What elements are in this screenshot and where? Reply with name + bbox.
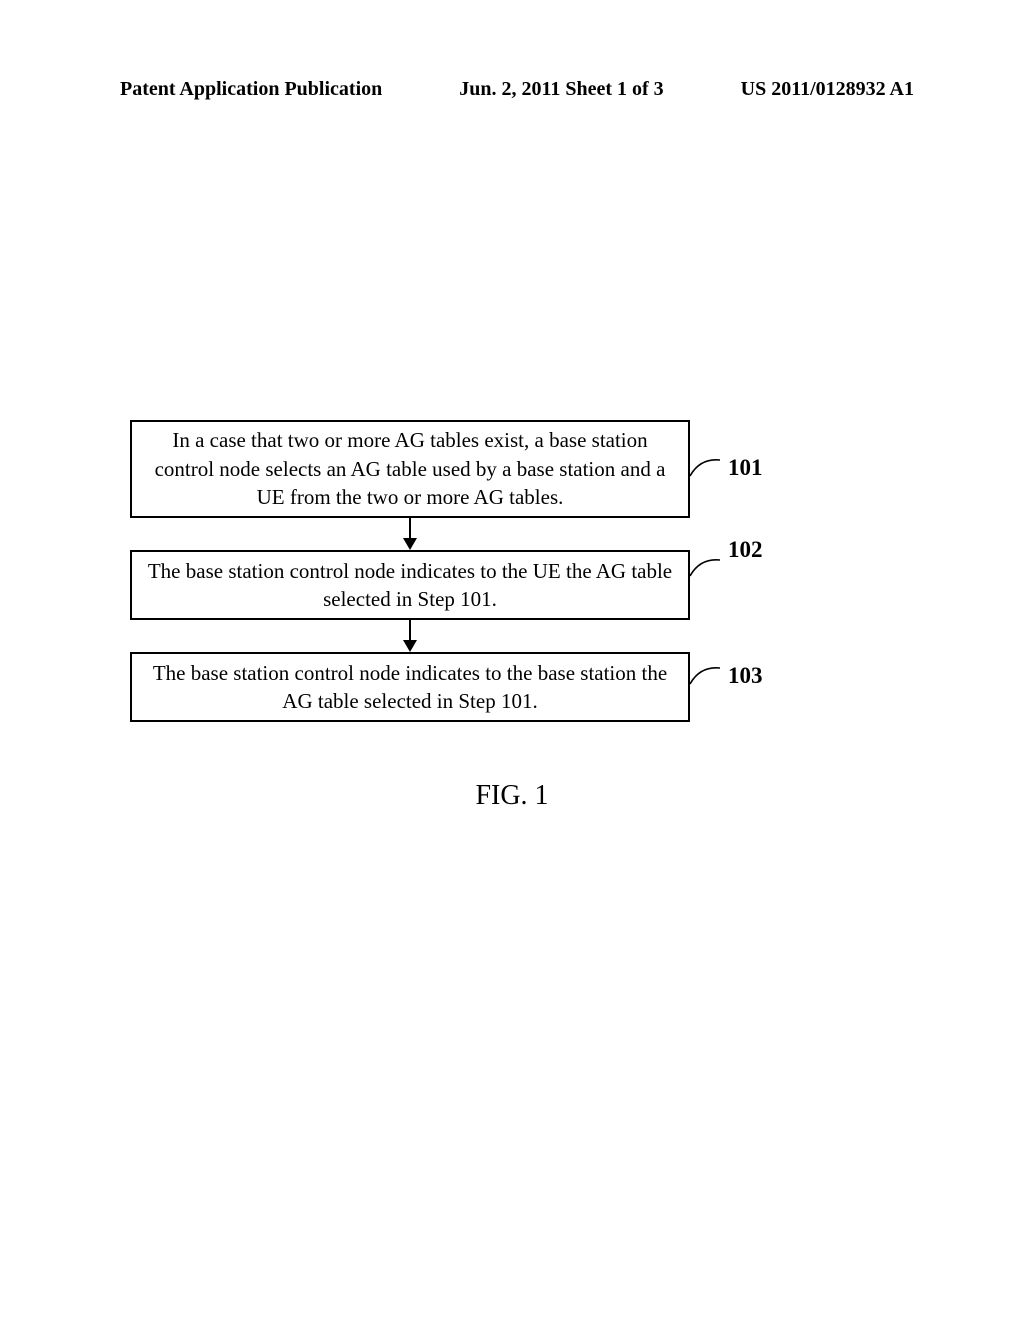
reference-leader [690, 456, 724, 480]
flow-step-2: The base station control node indicates … [130, 550, 690, 620]
flow-step-text: The base station control node indicates … [146, 557, 674, 614]
page-header: Patent Application Publication Jun. 2, 2… [0, 78, 1024, 101]
flow-step-text: The base station control node indicates … [146, 659, 674, 716]
header-center: Jun. 2, 2011 Sheet 1 of 3 [459, 78, 663, 101]
header-right: US 2011/0128932 A1 [741, 78, 914, 101]
reference-leader [690, 556, 724, 580]
flow-step-ref: 103 [728, 660, 763, 691]
flow-step-ref: 102 [728, 534, 763, 565]
reference-leader [690, 664, 724, 688]
flow-arrow [130, 518, 690, 550]
page: Patent Application Publication Jun. 2, 2… [0, 0, 1024, 1320]
flow-step-ref: 101 [728, 452, 763, 483]
flow-arrow [130, 620, 690, 652]
figure-caption: FIG. 1 [0, 780, 1024, 812]
flow-step-1: In a case that two or more AG tables exi… [130, 420, 690, 518]
flowchart: In a case that two or more AG tables exi… [130, 420, 690, 722]
flow-step-3: The base station control node indicates … [130, 652, 690, 722]
header-left: Patent Application Publication [120, 78, 382, 101]
flow-step-text: In a case that two or more AG tables exi… [146, 426, 674, 511]
